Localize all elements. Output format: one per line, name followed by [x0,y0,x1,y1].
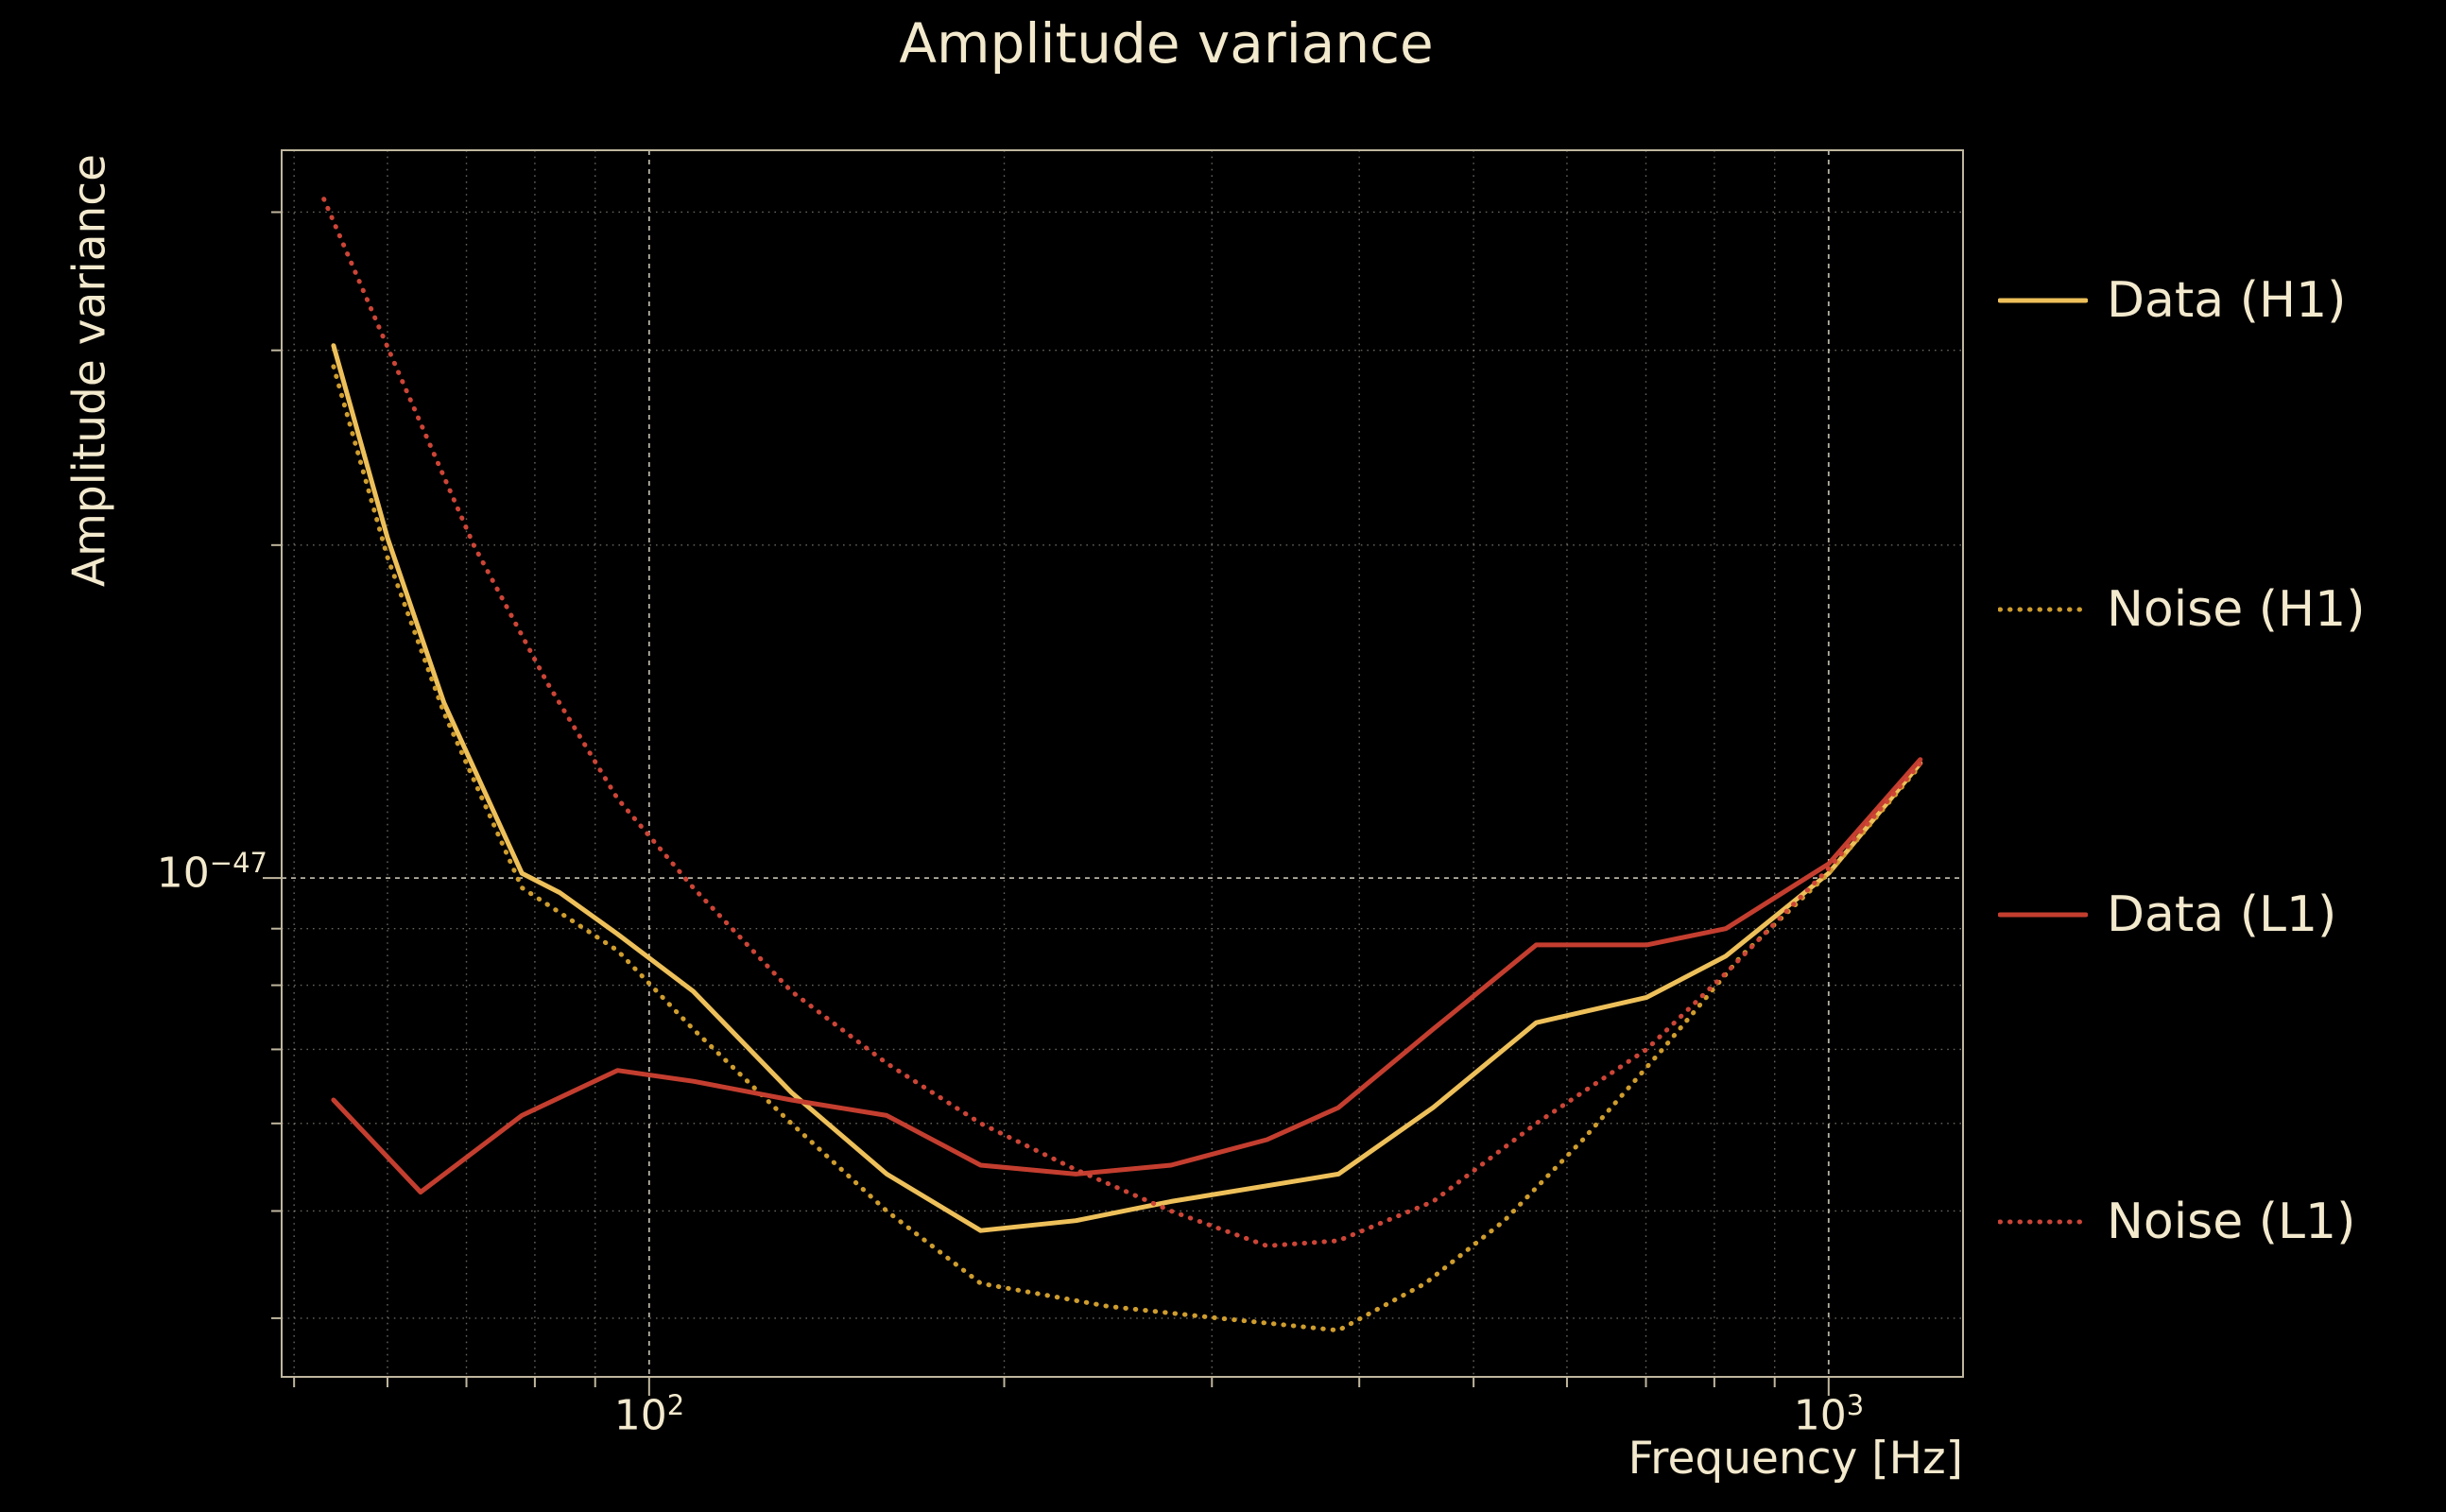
legend-line-sample-data-l1 [1998,912,2088,918]
legend-item-noise-h1: Noise (H1) [1998,579,2366,640]
series-line-data-l1 [331,757,1923,1194]
legend-label-noise-l1: Noise (L1) [2107,1194,2356,1250]
legend-line-sample-noise-h1 [1998,607,2088,612]
legend-label-data-l1: Data (L1) [2107,886,2337,943]
series-line-noise-l1 [321,197,1923,1248]
gridlines [282,150,1963,1377]
legend-label-noise-h1: Noise (H1) [2107,581,2366,638]
y-tick-label-1e-47: 10−47 [156,847,267,898]
series-line-noise-h1 [331,364,1921,1333]
x-axis-label: Frequency [Hz] [1628,1433,1963,1485]
chart-title: Amplitude variance [899,11,1434,76]
y-axis-label: Amplitude variance [63,153,116,588]
plot-border [281,149,1964,1378]
legend-line-sample-noise-l1 [1998,1219,2088,1225]
legend-label-data-h1: Data (H1) [2107,272,2347,329]
legend-item-data-l1: Data (L1) [1998,885,2336,945]
legend-item-data-h1: Data (H1) [1998,270,2346,331]
x-tick-label-1000: 103 [1793,1389,1865,1440]
x-tick-label-100: 102 [613,1389,685,1440]
legend-item-noise-l1: Noise (L1) [1998,1192,2355,1252]
legend-line-sample-data-h1 [1998,298,2088,303]
series-line-data-h1 [331,343,1923,1233]
axis-ticks [263,211,1830,1396]
